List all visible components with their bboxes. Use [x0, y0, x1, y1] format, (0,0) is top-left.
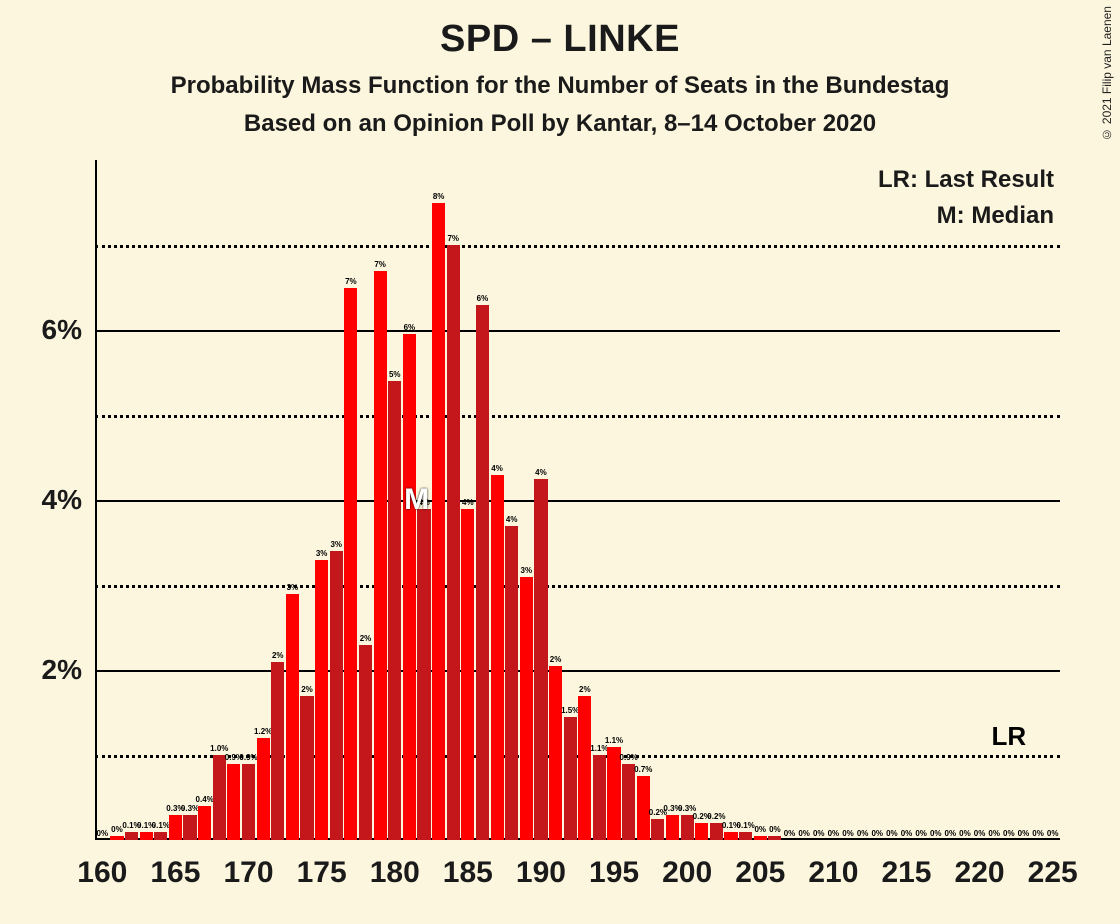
bar-value-label: 4%	[477, 464, 517, 473]
bar	[578, 696, 591, 841]
bar-value-label: 0%	[1033, 829, 1073, 838]
gridline-dotted	[95, 245, 1060, 248]
gridline-solid	[95, 500, 1060, 502]
bar	[666, 815, 679, 841]
copyright-text: © 2021 Filip van Laenen	[1100, 6, 1114, 141]
bar	[549, 666, 562, 840]
bar-value-label: 2%	[565, 685, 605, 694]
bar-value-label: 0.9%	[609, 753, 649, 762]
x-tick-label: 185	[443, 856, 493, 890]
bar	[417, 509, 430, 841]
gridline-solid	[95, 330, 1060, 332]
gridline-solid	[95, 670, 1060, 672]
x-tick-label: 200	[662, 856, 712, 890]
y-tick-label: 6%	[22, 314, 82, 346]
bar	[695, 823, 708, 840]
bar	[344, 288, 357, 841]
page: SPD – LINKE Probability Mass Function fo…	[0, 0, 1120, 924]
legend-median: M: Median	[937, 202, 1054, 230]
bar	[388, 381, 401, 840]
x-tick-label: 190	[516, 856, 566, 890]
bar-value-label: 6%	[389, 323, 429, 332]
bar	[213, 755, 226, 840]
bar-value-label: 4%	[521, 468, 561, 477]
x-tick-label: 160	[77, 856, 127, 890]
bar	[651, 819, 664, 840]
bar	[461, 509, 474, 841]
y-tick-label: 2%	[22, 654, 82, 686]
x-tick-label: 195	[589, 856, 639, 890]
bar	[754, 836, 767, 840]
bar	[198, 806, 211, 840]
bar	[169, 815, 182, 841]
chart-plot-area: LR: Last Result M: Median 2%4%6%16016517…	[95, 160, 1060, 840]
bar	[476, 305, 489, 841]
bar	[183, 815, 196, 841]
bar-value-label: 4%	[492, 515, 532, 524]
bar	[491, 475, 504, 841]
bar-value-label: 7%	[331, 277, 371, 286]
x-tick-label: 170	[223, 856, 273, 890]
bar	[154, 832, 167, 841]
bar	[622, 764, 635, 841]
bar	[359, 645, 372, 841]
x-tick-label: 175	[297, 856, 347, 890]
y-tick-label: 4%	[22, 484, 82, 516]
bar	[257, 738, 270, 840]
chart-subtitle-2: Based on an Opinion Poll by Kantar, 8–14…	[0, 110, 1120, 138]
gridline-dotted	[95, 585, 1060, 588]
chart-subtitle-1: Probability Mass Function for the Number…	[0, 72, 1120, 100]
bar	[593, 755, 606, 840]
bar	[140, 832, 153, 841]
bar	[432, 203, 445, 841]
bar	[300, 696, 313, 841]
bar-value-label: 7%	[433, 234, 473, 243]
bar	[242, 764, 255, 841]
bar	[403, 334, 416, 840]
x-tick-label: 225	[1028, 856, 1078, 890]
bar	[564, 717, 577, 840]
bar	[447, 245, 460, 840]
bar-value-label: 2%	[536, 655, 576, 664]
x-tick-label: 180	[370, 856, 420, 890]
bar	[125, 832, 138, 841]
x-tick-label: 215	[881, 856, 931, 890]
bar	[374, 271, 387, 841]
bar-value-label: 8%	[419, 192, 459, 201]
legend-last-result: LR: Last Result	[878, 166, 1054, 194]
x-tick-label: 205	[735, 856, 785, 890]
bar	[271, 662, 284, 841]
x-tick-label: 165	[150, 856, 200, 890]
bar-value-label: 1.1%	[594, 736, 634, 745]
x-tick-label: 210	[808, 856, 858, 890]
x-tick-label: 220	[955, 856, 1005, 890]
bar-value-label: 6%	[462, 294, 502, 303]
bar	[286, 594, 299, 841]
bar	[520, 577, 533, 841]
bar	[330, 551, 343, 840]
bar	[724, 832, 737, 841]
bar-value-label: 7%	[360, 260, 400, 269]
bar	[315, 560, 328, 841]
bar-value-label: 0.7%	[623, 765, 663, 774]
bar	[110, 836, 123, 840]
bar	[227, 764, 240, 841]
gridline-dotted	[95, 415, 1060, 418]
bar-value-label: 3%	[272, 583, 312, 592]
chart-title: SPD – LINKE	[0, 18, 1120, 61]
median-marker: M	[404, 483, 429, 517]
last-result-marker: LR	[991, 721, 1026, 752]
